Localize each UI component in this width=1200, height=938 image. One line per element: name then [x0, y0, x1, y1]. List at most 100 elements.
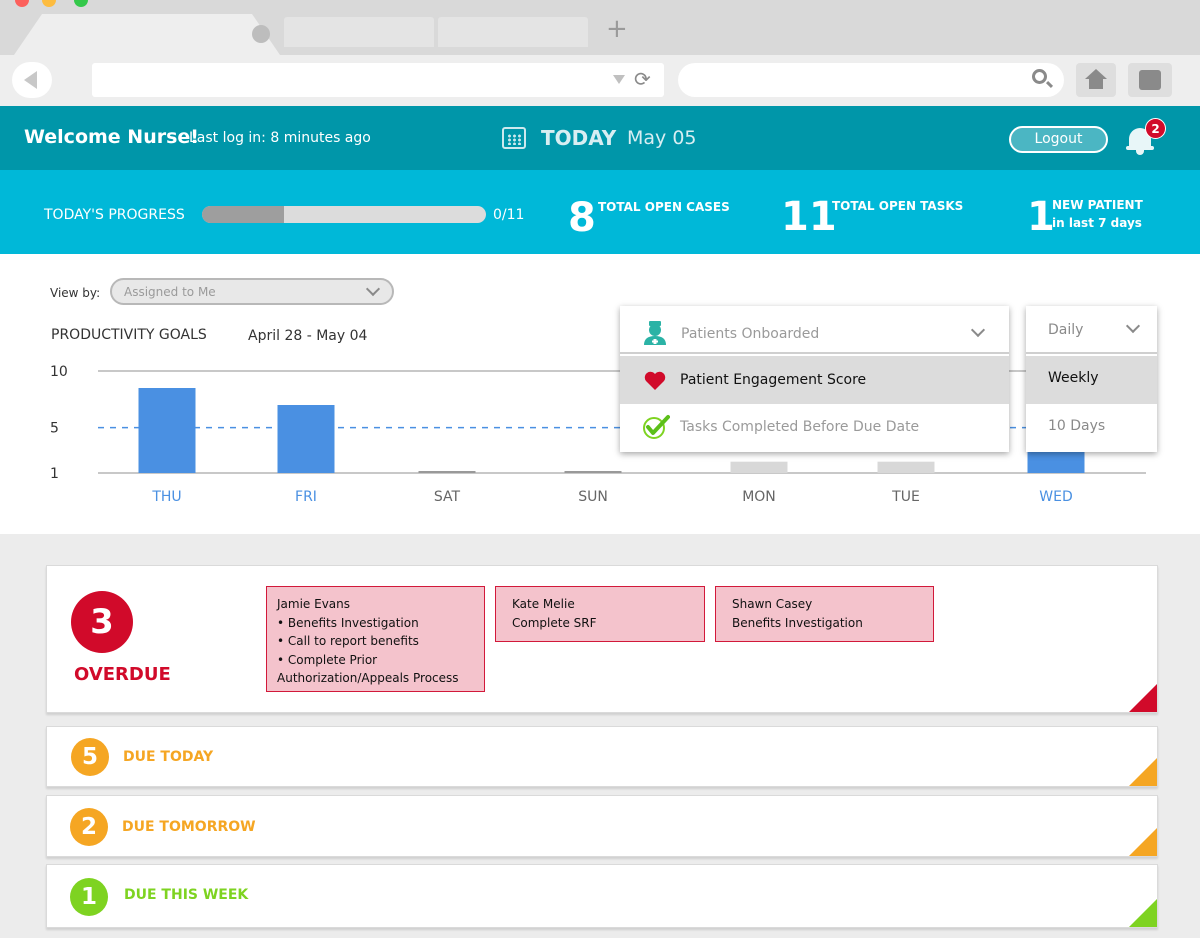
- task-line: • Benefits Investigation: [277, 615, 419, 630]
- extension-button[interactable]: [1128, 63, 1172, 97]
- view-by-value: Assigned to Me: [124, 285, 216, 299]
- chevron-down-icon: [1125, 318, 1141, 334]
- open-cases-label: TOTAL OPEN CASES: [598, 200, 730, 214]
- overdue-task-card[interactable]: Jamie Evans • Benefits Investigation • C…: [266, 586, 485, 692]
- address-bar[interactable]: [92, 63, 664, 97]
- reload-icon[interactable]: ⟳: [634, 67, 651, 91]
- period-option-10-days[interactable]: 10 Days: [1026, 404, 1157, 452]
- browser-tab-strip: +: [0, 0, 1200, 55]
- task-line: Authorization/Appeals Process: [277, 671, 459, 685]
- metric-option-label: Tasks Completed Before Due Date: [680, 419, 920, 435]
- metric-selected: Patients Onboarded: [681, 326, 820, 342]
- due-today-label: DUE TODAY: [123, 749, 214, 765]
- home-button[interactable]: [1076, 63, 1116, 97]
- browser-search-input[interactable]: [678, 63, 1064, 97]
- productivity-section: View by: Assigned to Me PRODUCTIVITY GOA…: [0, 254, 1200, 534]
- open-tasks-label: TOTAL OPEN TASKS: [832, 199, 964, 213]
- metric-option-engagement[interactable]: Patient Engagement Score: [620, 356, 1009, 404]
- due-tomorrow-count: 2: [70, 808, 108, 846]
- y-tick-label: 10: [50, 364, 68, 380]
- chart-bar: [730, 461, 788, 473]
- today-label: TODAY: [541, 126, 617, 150]
- due-today-count: 5: [71, 738, 109, 776]
- x-tick-label: FRI: [295, 489, 317, 505]
- home-icon: [1085, 69, 1107, 79]
- due-tomorrow-corner-marker: [1129, 828, 1157, 856]
- notification-badge[interactable]: 2: [1145, 118, 1166, 139]
- new-tab-button[interactable]: +: [606, 14, 628, 44]
- x-tick-label: WED: [1039, 489, 1072, 505]
- metric-dropdown[interactable]: Patients Onboarded Patient Engagement Sc…: [620, 306, 1009, 452]
- progress-label: TODAY'S PROGRESS: [44, 207, 185, 223]
- calendar-icon: [502, 127, 526, 149]
- checkmark-icon: [643, 415, 670, 439]
- chart-bar: [564, 471, 622, 473]
- due-today-corner-marker: [1129, 758, 1157, 786]
- stats-band: TODAY'S PROGRESS 0/11 8 TOTAL OPEN CASES…: [0, 170, 1200, 254]
- patient-name: Shawn Casey: [732, 597, 813, 611]
- metric-option-label: Patient Engagement Score: [680, 372, 867, 388]
- zoom-window-button[interactable]: [74, 0, 88, 7]
- chart-bar: [877, 461, 935, 473]
- nurse-icon: [644, 321, 666, 345]
- minimize-window-button[interactable]: [42, 0, 56, 7]
- extension-icon: [1139, 70, 1161, 90]
- task-line: • Call to report benefits: [277, 634, 419, 648]
- metric-dropdown-header[interactable]: Patients Onboarded: [620, 306, 1009, 354]
- due-this-week-label: DUE THIS WEEK: [124, 887, 249, 903]
- overdue-label: OVERDUE: [74, 664, 171, 685]
- productivity-chart: 1 5 10 THU FRI SAT SUN MON TUE WED: [50, 364, 1146, 505]
- x-tick-label: THU: [151, 489, 181, 505]
- view-by-label: View by:: [50, 286, 101, 300]
- overdue-task-card[interactable]: Kate Melie Complete SRF: [495, 586, 705, 642]
- task-line: Benefits Investigation: [732, 615, 863, 630]
- new-patient-count: 1: [1027, 194, 1055, 240]
- chart-bar: [138, 388, 196, 473]
- period-option-weekly[interactable]: Weekly: [1026, 356, 1157, 404]
- open-cases-count: 8: [568, 195, 596, 241]
- dropdown-caret-icon[interactable]: [613, 75, 625, 84]
- period-option-label: 10 Days: [1048, 418, 1106, 434]
- browser-tab[interactable]: [284, 17, 434, 47]
- search-icon[interactable]: [1032, 69, 1047, 84]
- welcome-text: Welcome Nurse!: [24, 126, 199, 148]
- heart-icon: [644, 371, 666, 390]
- overdue-task-card[interactable]: Shawn Casey Benefits Investigation: [715, 586, 934, 642]
- back-button[interactable]: [12, 62, 52, 98]
- due-tomorrow-label: DUE TOMORROW: [122, 819, 256, 835]
- close-window-button[interactable]: [15, 0, 29, 7]
- task-line: Complete SRF: [512, 615, 597, 630]
- progress-bar: [202, 206, 486, 223]
- due-this-week-card[interactable]: 1 DUE THIS WEEK: [46, 864, 1158, 928]
- progress-count: 0/11: [493, 207, 525, 223]
- overdue-count: 3: [71, 591, 133, 653]
- x-tick-label: TUE: [891, 489, 920, 505]
- open-tasks-count: 11: [781, 194, 837, 240]
- chart-bar: [418, 471, 476, 473]
- browser-tab[interactable]: [438, 17, 588, 47]
- due-tomorrow-card[interactable]: 2 DUE TOMORROW: [46, 795, 1158, 857]
- overdue-corner-marker: [1129, 684, 1157, 712]
- metric-option-tasks-completed[interactable]: Tasks Completed Before Due Date: [620, 404, 1009, 452]
- chart-bar: [1027, 450, 1085, 473]
- patient-name: Kate Melie: [512, 597, 575, 611]
- browser-tab-active[interactable]: [14, 14, 280, 55]
- period-dropdown-header[interactable]: Daily: [1026, 306, 1157, 354]
- overdue-card[interactable]: 3 OVERDUE Jamie Evans • Benefits Investi…: [46, 565, 1158, 713]
- new-patient-label: NEW PATIENT: [1052, 198, 1143, 212]
- y-tick-label: 5: [50, 421, 59, 437]
- chart-title: PRODUCTIVITY GOALS: [51, 327, 207, 343]
- last-login-text: Last log in: 8 minutes ago: [189, 130, 371, 146]
- patient-name: Jamie Evans: [277, 597, 351, 611]
- due-this-week-count: 1: [70, 878, 108, 916]
- view-by-select[interactable]: Assigned to Me: [110, 278, 394, 305]
- chevron-down-icon: [970, 322, 986, 338]
- due-today-card[interactable]: 5 DUE TODAY: [46, 726, 1158, 787]
- task-line: • Complete Prior: [277, 652, 378, 667]
- app-header: Welcome Nurse! Last log in: 8 minutes ag…: [0, 106, 1200, 170]
- period-option-label: Weekly: [1048, 370, 1099, 386]
- current-date: May 05: [627, 127, 697, 149]
- tab-close-icon[interactable]: [252, 25, 270, 43]
- logout-button[interactable]: Logout: [1009, 126, 1108, 153]
- period-dropdown[interactable]: Daily Weekly 10 Days: [1026, 306, 1157, 452]
